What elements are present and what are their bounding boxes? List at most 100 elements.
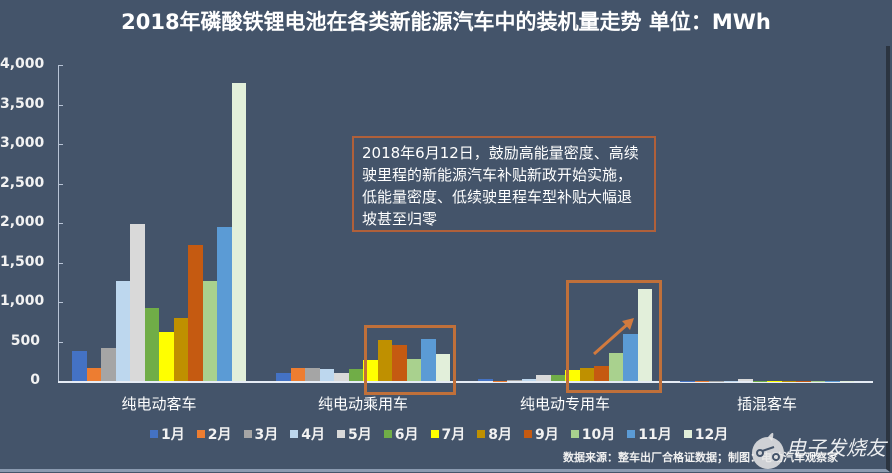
bar [435,354,450,381]
legend-swatch-icon [683,430,692,438]
legend-label: 7月 [441,427,466,443]
bar [550,375,565,381]
legend-swatch-icon [383,430,392,438]
legend-swatch-icon [243,430,252,438]
legend-item: 10月 [570,425,616,443]
legend-label: 1月 [161,427,185,443]
bar [101,347,116,381]
bar [159,332,174,381]
legend-label: 12月 [694,427,729,443]
bar [738,378,753,381]
highlight-box-passenger [364,325,456,395]
legend-swatch-icon [570,430,579,438]
y-tick-label: 0 [30,372,40,388]
y-tick-label: 3,000 [0,135,45,151]
y-tick-label: 1,500 [0,253,45,270]
legend: 1月 2月 3月 4月 5月 6月 7月 8月 9月 10月 11月 12月 [150,425,728,443]
legend-swatch-icon [524,430,532,438]
bar [536,375,551,381]
watermark-text: 电子发烧友 [786,436,886,460]
legend-label: 5月 [348,427,372,443]
y-tick-label: 3,500 [0,95,45,112]
legend-swatch-icon [627,430,636,438]
legend-item: 2月 [196,425,232,443]
legend-label: 9月 [535,427,559,443]
bar [334,373,349,381]
legend-label: 4月 [301,427,325,443]
y-tick-label: 500 [10,332,40,349]
legend-swatch-icon [150,430,158,438]
y-tick-mark [58,65,63,66]
bar [608,353,623,381]
legend-swatch-icon [477,430,486,438]
legend-label: 11月 [638,427,672,443]
bar [507,380,522,381]
y-tick-mark [58,104,63,106]
legend-item: 12月 [683,425,729,443]
trend-arrow-icon [593,318,634,356]
legend-swatch-icon [196,430,205,438]
legend-item: 1月 [150,425,185,443]
bar [406,358,421,381]
chart-title: 2018年磷酸铁锂电池在各类新能源汽车中的装机量走势 单位：MWh [121,10,771,34]
bar [377,339,392,381]
legend-swatch-icon [337,430,345,438]
legend-label: 6月 [394,427,419,443]
legend-item: 6月 [383,425,419,443]
legend-item: 9月 [524,425,559,443]
policy-annotation: 2018年6月12日，鼓励高能量密度、高续驶里程的新能源汽车补贴新政开始实施，低… [352,136,656,232]
category-label: 纯电动客车 [121,395,197,413]
y-tick-label: 1,000 [0,293,45,309]
bar [72,350,87,381]
y-tick-label: 4,000 [0,56,45,72]
bar [188,245,203,381]
bar [623,333,638,381]
bar [144,308,159,381]
bar [579,368,594,381]
bar [637,289,652,381]
legend-item: 3月 [243,425,279,443]
y-tick-mark [58,223,63,224]
y-tick-mark [58,341,63,343]
chart-frame [0,46,890,472]
legend-swatch-icon [290,430,299,438]
bar [217,226,232,381]
legend-label: 3月 [254,427,279,443]
bar [86,367,101,381]
y-axis [58,65,59,381]
legend-label: 10月 [581,427,616,443]
bar [305,368,320,381]
bar [565,369,580,381]
bar [478,379,493,381]
legend-item: 5月 [337,425,372,443]
y-tick-mark [58,183,63,185]
y-tick-label: 2,000 [0,214,45,230]
legend-label: 8月 [488,427,512,443]
bar [231,83,246,381]
category-label: 纯电动乘用车 [317,395,408,413]
bar [130,223,145,381]
bar [521,379,536,381]
bar [319,369,334,381]
legend-item: 7月 [430,425,466,443]
category-label: 纯电动专用车 [519,395,610,413]
y-tick-label: 2,500 [0,174,45,191]
x-axis [58,381,873,383]
category-label: 插混客车 [736,395,797,413]
bar [202,281,217,381]
legend-item: 8月 [477,425,512,443]
watermark-logo-icon [752,432,784,469]
bar [290,368,305,381]
highlight-box-special [566,280,662,393]
bar [594,365,609,381]
y-tick-mark [58,144,63,145]
bar [421,339,436,381]
legend-label: 2月 [207,427,232,443]
legend-item: 11月 [627,425,672,443]
bar [348,369,363,381]
legend-item: 4月 [290,425,325,443]
bar [173,317,188,381]
bar [276,373,291,381]
y-tick-mark [58,302,63,303]
bar [392,345,407,381]
